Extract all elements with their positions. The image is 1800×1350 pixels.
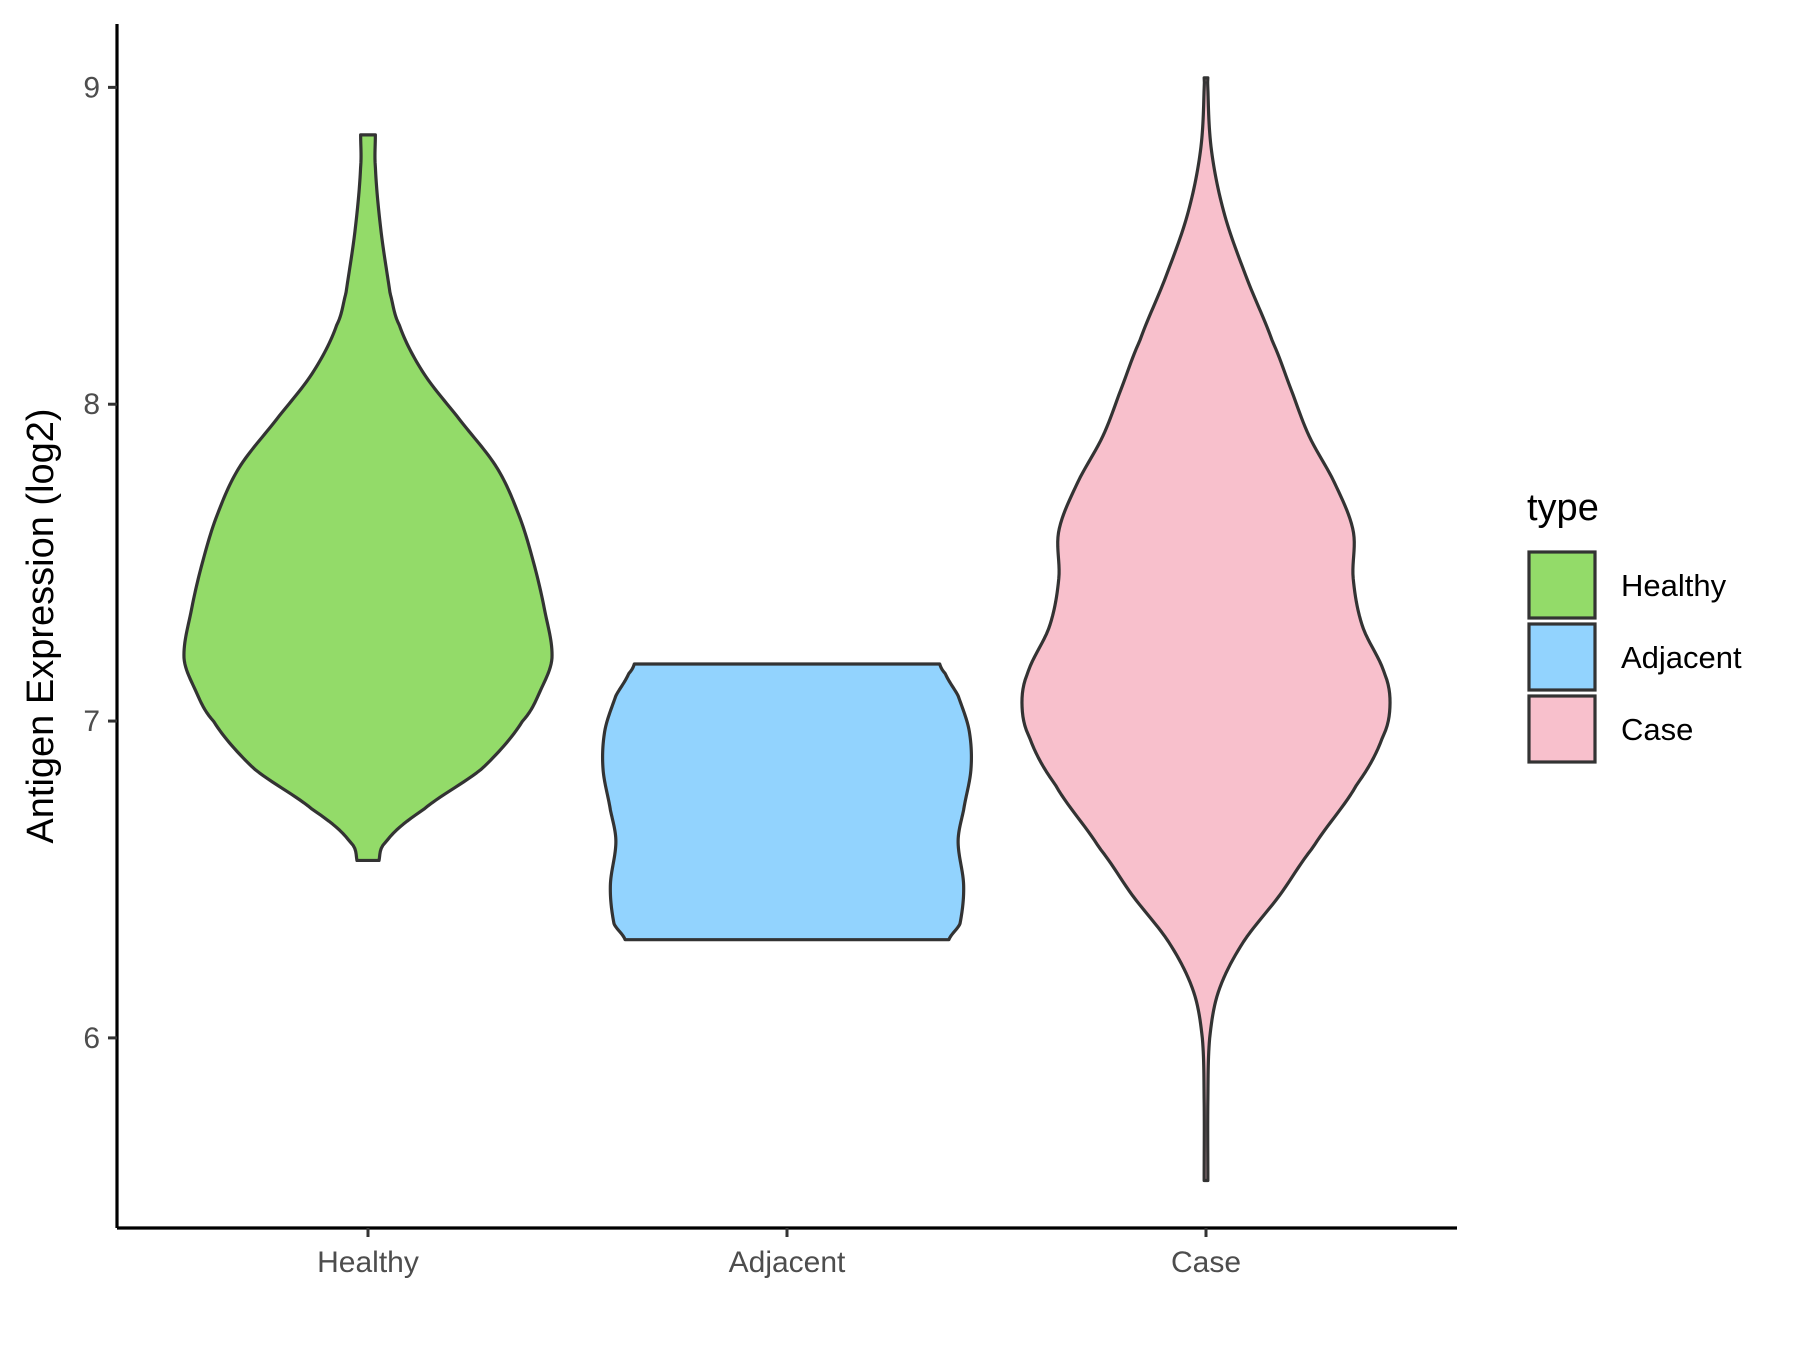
y-tick-label: 9 — [83, 71, 100, 104]
legend-title: type — [1527, 487, 1599, 529]
legend-key-adjacent — [1527, 622, 1597, 692]
violins-layer — [182, 76, 1392, 1183]
legend-key-healthy — [1527, 550, 1597, 620]
y-axis-title: Antigen Expression (log2) — [20, 408, 62, 843]
x-tick-label-adjacent: Adjacent — [729, 1246, 846, 1279]
legend-key-case — [1527, 694, 1597, 764]
legend: type Healthy Adjacent Case — [1527, 487, 1742, 764]
x-ticks: Healthy Adjacent Case — [317, 1228, 1241, 1279]
legend-label-adjacent: Adjacent — [1621, 640, 1742, 675]
violin-case — [1020, 76, 1392, 1183]
y-ticks: 6 7 8 9 — [83, 71, 117, 1055]
x-tick-label-case: Case — [1171, 1246, 1241, 1279]
y-tick-label: 8 — [83, 388, 100, 421]
legend-label-healthy: Healthy — [1621, 568, 1727, 603]
y-tick-label: 6 — [83, 1022, 100, 1055]
legend-label-case: Case — [1621, 712, 1693, 747]
violin-adjacent — [600, 662, 974, 942]
x-tick-label-healthy: Healthy — [317, 1246, 419, 1279]
y-tick-label: 7 — [83, 705, 100, 738]
violin-healthy — [182, 133, 554, 863]
